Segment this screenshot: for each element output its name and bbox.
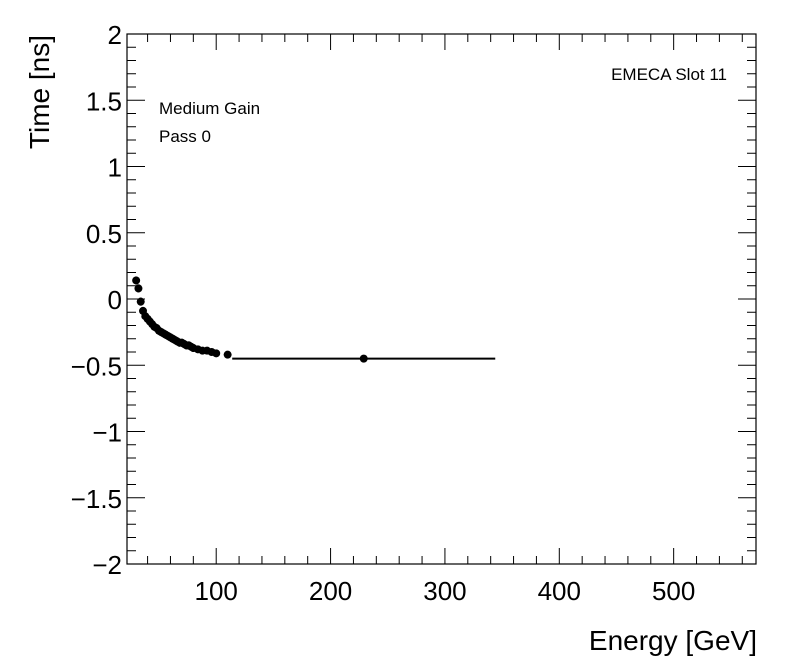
x-tick-label: 100 <box>195 576 238 606</box>
y-tick-label: 1.5 <box>86 86 122 116</box>
x-tick-label: 400 <box>538 576 581 606</box>
data-point <box>134 284 143 293</box>
y-axis-title: Time [ns] <box>24 35 55 149</box>
data-point <box>359 354 368 363</box>
data-point <box>136 297 145 306</box>
annotation-gain: Medium Gain <box>159 99 260 118</box>
y-tick-label: 1 <box>108 153 122 183</box>
y-tick-label: 2 <box>108 20 122 50</box>
annotation-slot: EMECA Slot 11 <box>611 65 727 84</box>
data-point <box>212 349 221 358</box>
x-tick-label: 500 <box>652 576 695 606</box>
y-tick-label: −0.5 <box>71 351 122 381</box>
y-tick-label: 0 <box>108 285 122 315</box>
x-tick-label: 300 <box>423 576 466 606</box>
plot-frame <box>126 33 757 565</box>
data-point <box>132 276 141 285</box>
x-tick-label: 200 <box>309 576 352 606</box>
data-series <box>132 276 496 363</box>
y-tick-label: −2 <box>92 550 122 580</box>
y-tick-label: −1 <box>92 418 122 448</box>
tick-labels: 100 200 300 400 500 −2 −1.5 −1 −0.5 0 0.5 1 1.5 2 <box>71 20 696 606</box>
data-point <box>223 350 232 359</box>
annotation-pass: Pass 0 <box>159 127 211 146</box>
y-tick-label: 0.5 <box>86 219 122 249</box>
x-axis-title: Energy [GeV] <box>589 625 757 656</box>
y-tick-label: −1.5 <box>71 484 122 514</box>
